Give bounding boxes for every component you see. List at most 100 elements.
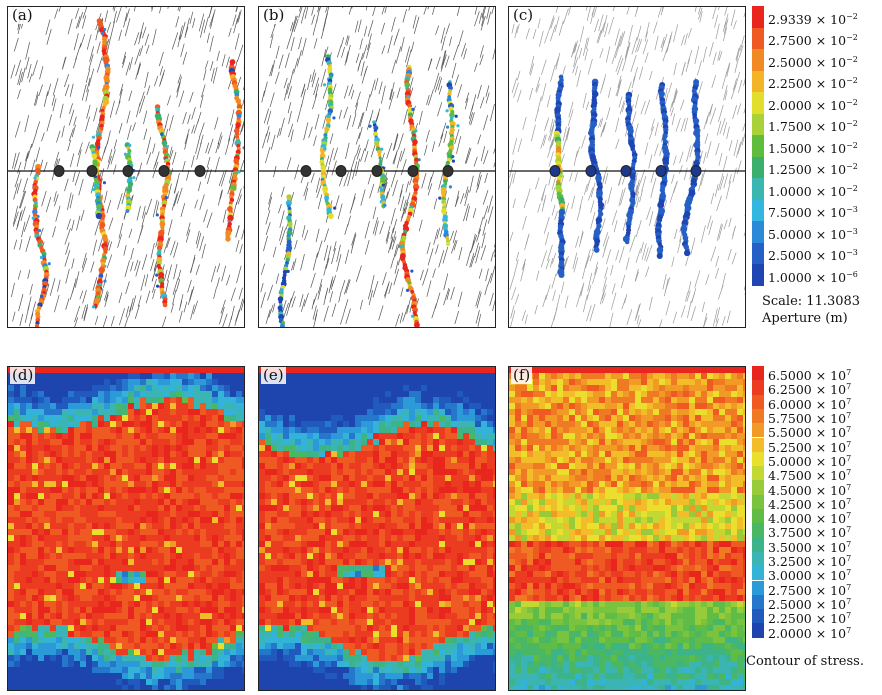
stress-cell (242, 577, 244, 584)
fracture-segment (566, 126, 571, 141)
stress-cell (92, 667, 99, 674)
stress-cell (164, 625, 171, 632)
panel-label-d: (d) (10, 366, 36, 384)
stress-cell (74, 667, 81, 674)
stress-cell (140, 493, 147, 500)
stress-cell (158, 673, 165, 680)
fracture-segment (210, 68, 215, 82)
stress-cell (38, 493, 45, 500)
stress-cell (44, 583, 51, 590)
stress-cell (26, 493, 33, 500)
fracture-segment (308, 126, 313, 138)
fracture-segment (85, 116, 90, 132)
fracture-segment (328, 147, 334, 166)
stress-cell (38, 565, 45, 572)
stress-cell (44, 565, 51, 572)
fracture-segment (435, 56, 441, 70)
stress-cell (373, 367, 380, 374)
stress-cell (14, 643, 21, 650)
stress-cell (331, 397, 338, 404)
fracture-segment (176, 187, 183, 204)
stress-cell (56, 433, 63, 440)
fracture-segment (706, 112, 710, 124)
stress-cell (200, 649, 207, 656)
stress-cell (152, 559, 159, 566)
fracture-segment (730, 9, 736, 27)
stress-cell (164, 463, 171, 470)
fracture-segment (195, 230, 200, 245)
stress-cell (194, 559, 201, 566)
fracture-segment (159, 73, 165, 87)
stress-cell (38, 415, 45, 422)
stress-cell (56, 607, 63, 614)
stress-cell (301, 385, 308, 392)
fracture-segment (427, 7, 429, 10)
stress-cell (224, 631, 231, 638)
stress-cell (146, 619, 153, 626)
stress-cell (409, 397, 416, 404)
stress-cell (152, 463, 159, 470)
stress-cell (26, 577, 33, 584)
stress-cell (445, 391, 452, 398)
fracture-segment (403, 108, 408, 125)
stress-cell (62, 499, 69, 506)
stress-cell (86, 439, 93, 446)
fracture-segment (221, 265, 227, 282)
stress-cell (170, 535, 177, 542)
fracture-segment (235, 224, 240, 238)
fracture-segment (444, 55, 450, 68)
stress-cell (98, 463, 105, 470)
stress-cell (242, 403, 244, 410)
fracture-segment (664, 87, 668, 98)
stress-cell (218, 475, 225, 482)
stress-cell (206, 475, 213, 482)
fracture-segment (350, 89, 355, 100)
stress-cell (32, 529, 39, 536)
stress-cell (32, 595, 39, 602)
fracture-segment (537, 203, 541, 213)
fracture-segment (743, 108, 745, 114)
stress-cell (224, 421, 231, 428)
stress-cell (122, 439, 129, 446)
stress-cell (224, 511, 231, 518)
stress-cell (104, 649, 111, 656)
stress-cell (176, 661, 183, 668)
stress-cell (481, 373, 488, 380)
fracture-segment (287, 102, 292, 114)
fracture-segment (475, 246, 481, 264)
fracture-segment (601, 293, 606, 304)
stress-cell (14, 475, 21, 482)
propagated-fracture (123, 142, 136, 213)
stress-cell (140, 613, 147, 620)
stress-cell (68, 619, 75, 626)
stress-cell (277, 391, 284, 398)
fracture-segment (77, 12, 84, 28)
stress-cell (122, 499, 129, 506)
stress-cell (451, 391, 458, 398)
stress-cell (206, 427, 213, 434)
stress-cell (14, 409, 21, 416)
stress-cell (122, 487, 129, 494)
aperture-dot (279, 323, 285, 327)
fracture-segment (369, 274, 375, 292)
stress-cell (218, 427, 225, 434)
fracture-segment (615, 55, 622, 72)
aperture-dot (278, 319, 282, 324)
stress-cell (26, 421, 33, 428)
stress-cell (128, 577, 135, 584)
stress-cell (140, 469, 147, 476)
stress-cell (98, 673, 105, 680)
stress-cell (164, 523, 171, 530)
stress-cell (38, 445, 45, 452)
fracture-segment (534, 304, 538, 315)
fracture-segment (607, 87, 612, 98)
stress-cell (80, 481, 87, 488)
stress-cell (188, 439, 195, 446)
stress-cell (200, 499, 207, 506)
stress-cell (242, 385, 244, 392)
stress-cell (331, 379, 338, 386)
stress-cell (86, 475, 93, 482)
stress-cell (104, 547, 111, 554)
fracture-segment (485, 268, 489, 282)
stress-cell (439, 379, 446, 386)
